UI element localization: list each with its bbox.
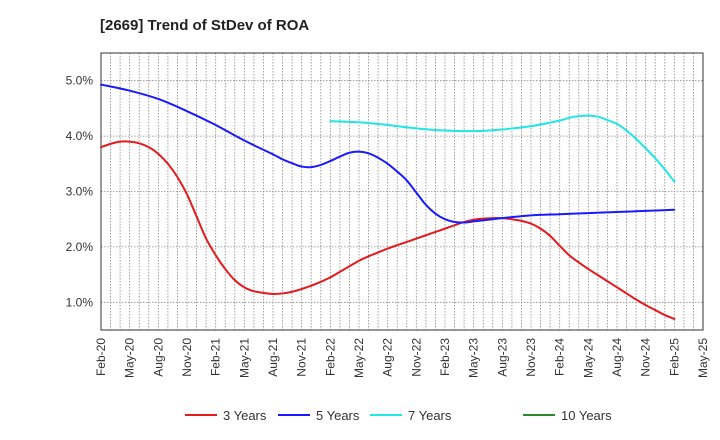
series-line-7-years <box>329 114 676 183</box>
x-tick-label: Nov-23 <box>524 338 538 377</box>
x-tick-label: Aug-21 <box>266 338 280 377</box>
legend-label-7-years: 7 Years <box>408 408 452 423</box>
series-line-3-years <box>100 140 676 320</box>
x-tick-label: May-21 <box>237 338 251 378</box>
x-tick-label: Nov-21 <box>295 338 309 377</box>
x-tick-label: Feb-22 <box>323 338 337 376</box>
y-tick-label: 4.0% <box>66 129 94 143</box>
x-tick-label: May-22 <box>352 338 366 378</box>
x-tick-label: May-24 <box>581 338 595 378</box>
x-tick-label: Feb-20 <box>94 338 108 376</box>
legend-label-5-years: 5 Years <box>316 408 360 423</box>
x-tick-label: Aug-22 <box>381 338 395 377</box>
x-tick-label: Nov-22 <box>409 338 423 377</box>
x-tick-label: May-23 <box>467 338 481 378</box>
legend: 3 Years 5 Years 7 Years 10 Years <box>185 408 612 423</box>
x-tick-label: Feb-24 <box>553 338 567 376</box>
legend-label-10-years: 10 Years <box>561 408 612 423</box>
x-tick-label: Feb-25 <box>667 338 681 376</box>
y-tick-label: 5.0% <box>66 74 94 88</box>
x-tick-label: Nov-20 <box>180 338 194 377</box>
x-tick-label: Feb-21 <box>209 338 223 376</box>
y-tick-label: 1.0% <box>66 295 94 309</box>
y-tick-label: 3.0% <box>66 185 94 199</box>
legend-label-3-years: 3 Years <box>223 408 267 423</box>
x-tick-label: May-20 <box>123 338 137 378</box>
x-tick-label: May-25 <box>696 338 710 378</box>
y-tick-label: 2.0% <box>66 240 94 254</box>
plot-area: 1.0% 2.0% 3.0% 4.0% 5.0% Feb-20 May-20 Aug-20 No… <box>66 52 710 378</box>
x-tick-label: Aug-20 <box>151 338 165 377</box>
x-tick-label: Feb-23 <box>438 338 452 376</box>
x-tick-label: Aug-24 <box>610 338 624 377</box>
plot-frame <box>100 52 704 331</box>
x-tick-label: Aug-23 <box>495 338 509 377</box>
chart-title: [2669] Trend of StDev of ROA <box>100 17 309 34</box>
x-tick-label: Nov-24 <box>639 338 653 377</box>
series-line-5-years <box>100 83 676 224</box>
